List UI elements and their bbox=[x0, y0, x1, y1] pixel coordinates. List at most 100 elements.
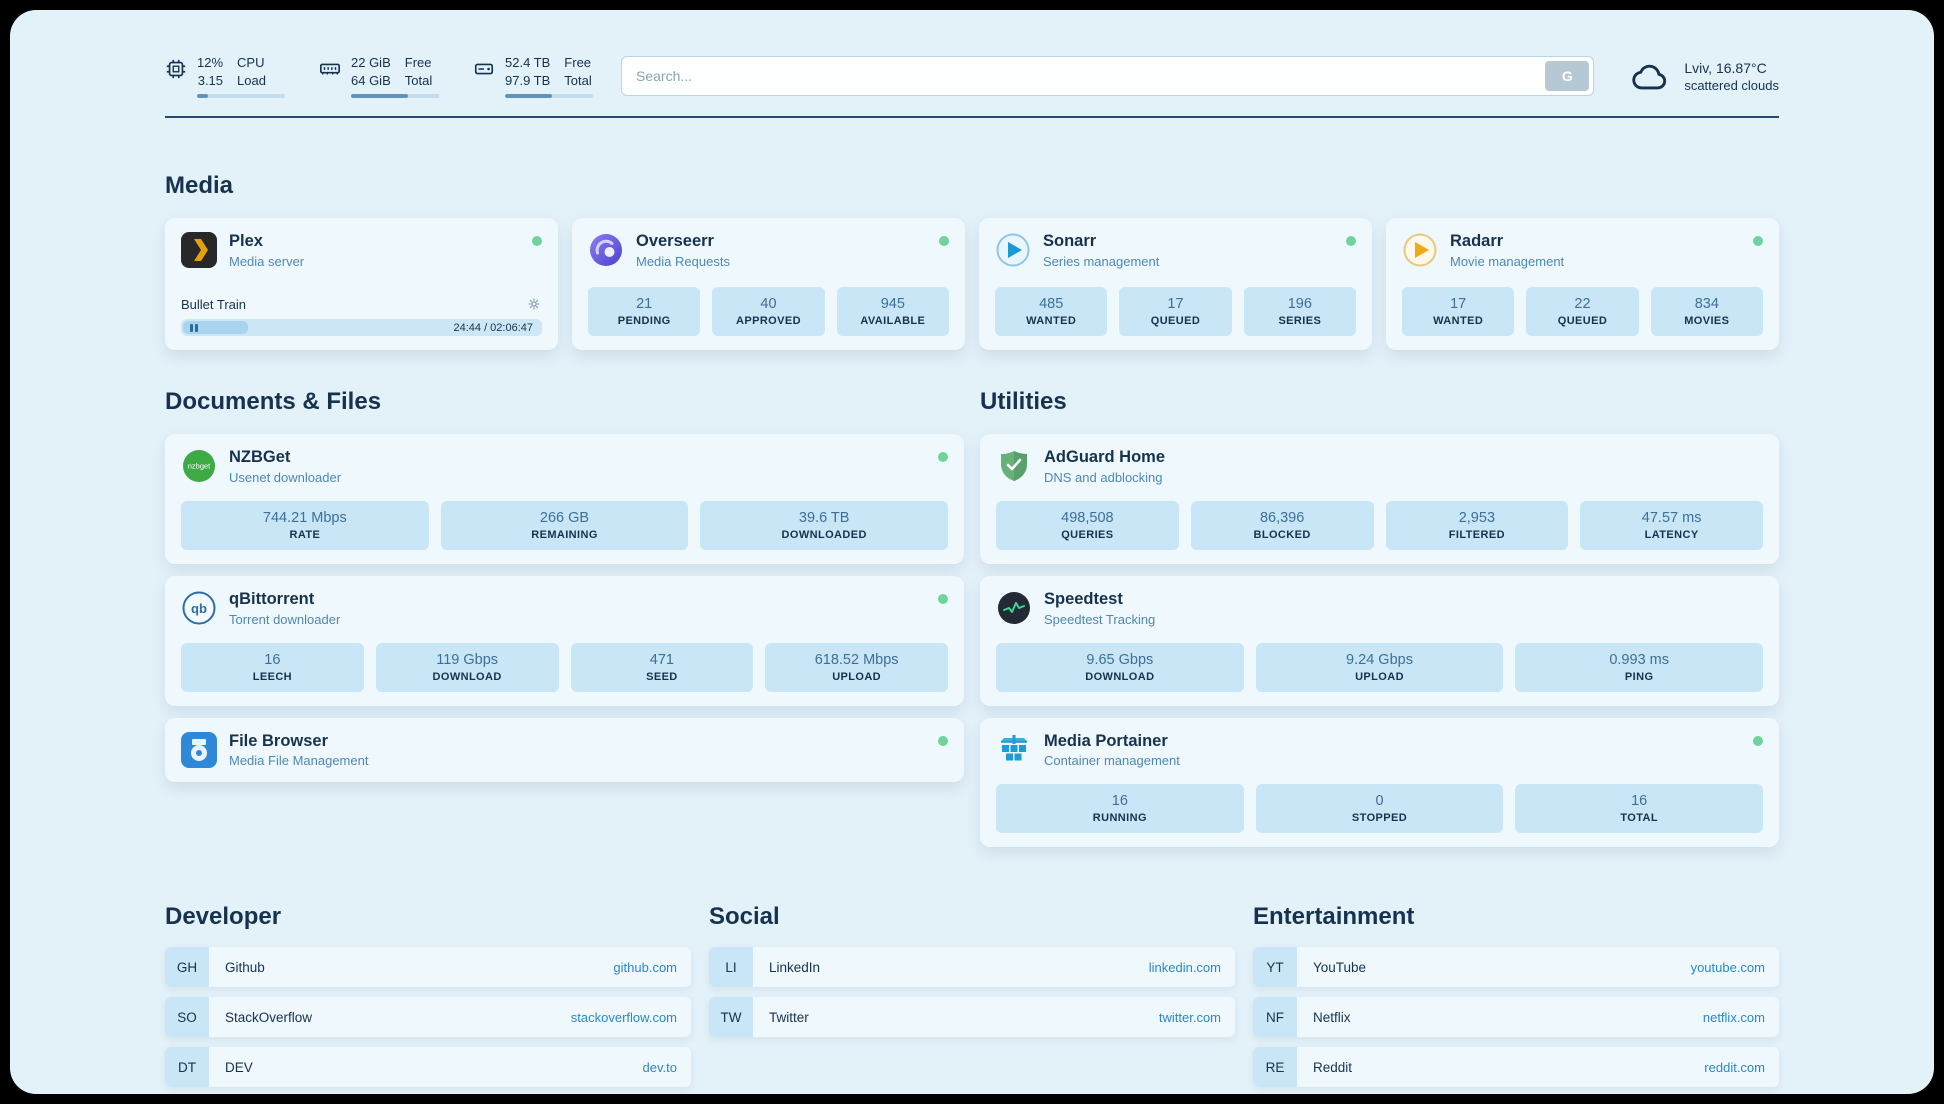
stat-chip: 9.24 Gbps UPLOAD bbox=[1255, 642, 1504, 692]
cpu-percent: 12% bbox=[197, 55, 224, 70]
bookmark-url: netflix.com bbox=[1702, 1009, 1765, 1025]
service-subtitle: Series management bbox=[1043, 253, 1160, 269]
status-dot bbox=[939, 236, 949, 247]
stat-chip: 618.52 Mbps UPLOAD bbox=[765, 642, 948, 692]
service-card-speedtest: Speedtest Speedtest Tracking 9.65 Gbps D… bbox=[980, 575, 1779, 706]
stat-value: 21 bbox=[636, 296, 653, 313]
bookmark-github[interactable]: GH Github github.com bbox=[165, 947, 691, 988]
bookmark-linkedin[interactable]: LI LinkedIn linkedin.com bbox=[709, 947, 1235, 988]
stat-chip: 16 RUNNING bbox=[996, 784, 1244, 834]
service-card-sonarr: Sonarr Series management 485 WANTED 17 Q… bbox=[979, 218, 1372, 351]
nzbget-icon: nzbget bbox=[183, 450, 215, 483]
service-link-filebrowser[interactable]: File Browser Media File Management bbox=[181, 731, 948, 769]
cpu-progress-bar bbox=[197, 94, 285, 99]
bookmark-youtube[interactable]: YT YouTube youtube.com bbox=[1253, 947, 1779, 988]
stat-chip: 498,508 QUERIES bbox=[996, 500, 1179, 550]
bookmark-dev[interactable]: DT DEV dev.to bbox=[165, 1047, 691, 1088]
stat-chip: 0.993 ms PING bbox=[1515, 642, 1764, 692]
stat-chip: 744.21 Mbps RATE bbox=[181, 500, 429, 550]
service-link-portainer[interactable]: Media Portainer Container management bbox=[996, 732, 1763, 769]
bookmark-twitter[interactable]: TW Twitter twitter.com bbox=[709, 997, 1235, 1038]
service-link-speedtest[interactable]: Speedtest Speedtest Tracking bbox=[996, 590, 1763, 627]
stat-value: 16 bbox=[264, 651, 281, 668]
stat-label: STOPPED bbox=[1351, 812, 1408, 825]
bookmark-group-developer: Developer GH Github github.com SO StackO… bbox=[165, 903, 691, 1094]
stat-chip: 47.57 ms LATENCY bbox=[1580, 500, 1763, 550]
service-link-overseerr[interactable]: Overseerr Media Requests bbox=[588, 232, 949, 269]
stat-value: 16 bbox=[1631, 793, 1648, 810]
service-link-radarr[interactable]: Radarr Movie management bbox=[1402, 232, 1763, 269]
search-provider-button[interactable]: G bbox=[1545, 61, 1590, 92]
service-link-sonarr[interactable]: Sonarr Series management bbox=[995, 232, 1356, 269]
gear-icon[interactable] bbox=[526, 296, 542, 312]
stat-label: UPLOAD bbox=[1355, 670, 1404, 683]
bookmark-url: youtube.com bbox=[1690, 959, 1765, 975]
service-subtitle: Usenet downloader bbox=[229, 469, 342, 485]
bookmark-abbr: SO bbox=[165, 997, 209, 1038]
sonarr-icon bbox=[996, 233, 1030, 267]
bookmark-url: linkedin.com bbox=[1148, 959, 1221, 975]
ram-stat: 22 GiB 64 GiB Free Total bbox=[319, 54, 439, 99]
stat-chip: 40 APPROVED bbox=[712, 287, 825, 337]
status-dot bbox=[1753, 236, 1763, 247]
overseerr-icon bbox=[590, 234, 622, 267]
bookmark-abbr: NF bbox=[1253, 997, 1297, 1038]
bookmark-reddit[interactable]: RE Reddit reddit.com bbox=[1253, 1047, 1779, 1088]
stat-chip: 2,953 FILTERED bbox=[1385, 500, 1569, 550]
svg-text:qb: qb bbox=[191, 601, 207, 616]
stat-value: 86,396 bbox=[1259, 509, 1305, 526]
ram-free-value: 22 GiB bbox=[351, 55, 391, 70]
stat-value: 498,508 bbox=[1061, 509, 1114, 526]
stat-label: QUEUED bbox=[1150, 315, 1201, 328]
status-dot bbox=[938, 593, 948, 604]
bookmark-name: DEV bbox=[225, 1059, 253, 1075]
stat-value: 9.24 Gbps bbox=[1346, 651, 1413, 668]
search-input[interactable] bbox=[621, 56, 1595, 97]
stat-chip: 119 Gbps DOWNLOAD bbox=[375, 642, 559, 692]
service-subtitle: DNS and adblocking bbox=[1044, 469, 1163, 485]
section-title-developer: Developer bbox=[165, 903, 282, 931]
service-link-adguard[interactable]: AdGuard Home DNS and adblocking bbox=[996, 448, 1763, 485]
service-link-qbittorrent[interactable]: qb qBittorrent Torrent downloader bbox=[181, 590, 948, 627]
bookmark-stackoverflow[interactable]: SO StackOverflow stackoverflow.com bbox=[165, 997, 691, 1038]
service-card-filebrowser: File Browser Media File Management bbox=[165, 717, 964, 783]
service-name: Sonarr bbox=[1043, 232, 1097, 251]
disk-total-value: 97.9 TB bbox=[505, 72, 551, 88]
stat-value: 22 bbox=[1574, 296, 1591, 313]
section-title-documents: Documents & Files bbox=[165, 388, 382, 416]
status-dot bbox=[938, 735, 948, 746]
service-subtitle: Media server bbox=[229, 253, 305, 269]
stat-label: TOTAL bbox=[1620, 812, 1658, 825]
bookmark-url: twitter.com bbox=[1158, 1009, 1221, 1025]
service-subtitle: Container management bbox=[1044, 753, 1180, 769]
stat-chip: 17 QUEUED bbox=[1119, 287, 1232, 337]
stat-chip: 21 PENDING bbox=[588, 287, 701, 337]
status-dot bbox=[1346, 236, 1356, 247]
stat-label: DOWNLOADED bbox=[781, 528, 867, 541]
stat-chip: 0 STOPPED bbox=[1255, 784, 1504, 834]
bookmark-url: github.com bbox=[613, 959, 677, 975]
service-name: File Browser bbox=[229, 731, 329, 750]
service-link-plex[interactable]: Plex Media server bbox=[181, 232, 542, 269]
stat-label: PENDING bbox=[617, 315, 671, 328]
service-card-plex: Plex Media server Bullet Train bbox=[165, 218, 558, 351]
service-subtitle: Torrent downloader bbox=[229, 611, 341, 627]
stat-label: DOWNLOAD bbox=[1085, 670, 1155, 683]
service-subtitle: Media Requests bbox=[636, 253, 730, 269]
cpu-load-value: 3.15 bbox=[197, 72, 224, 88]
pause-icon[interactable] bbox=[190, 323, 198, 332]
stat-chip: 471 SEED bbox=[570, 642, 754, 692]
stat-chip: 17 WANTED bbox=[1402, 287, 1515, 337]
weather-location: Lviv, 16.87°C bbox=[1684, 59, 1767, 76]
bookmark-url: reddit.com bbox=[1704, 1059, 1765, 1075]
bookmark-abbr: YT bbox=[1253, 947, 1297, 988]
bookmark-netflix[interactable]: NF Netflix netflix.com bbox=[1253, 997, 1779, 1038]
portainer-icon bbox=[1001, 735, 1027, 761]
stat-value: 945 bbox=[880, 296, 905, 313]
stat-value: 0.993 ms bbox=[1609, 651, 1669, 668]
service-link-nzbget[interactable]: nzbget NZBGet Usenet downloader bbox=[181, 448, 948, 485]
stat-value: 618.52 Mbps bbox=[814, 651, 899, 668]
ram-total-label: Total bbox=[404, 72, 433, 88]
stat-label: BLOCKED bbox=[1253, 528, 1311, 541]
filebrowser-icon bbox=[181, 732, 217, 769]
